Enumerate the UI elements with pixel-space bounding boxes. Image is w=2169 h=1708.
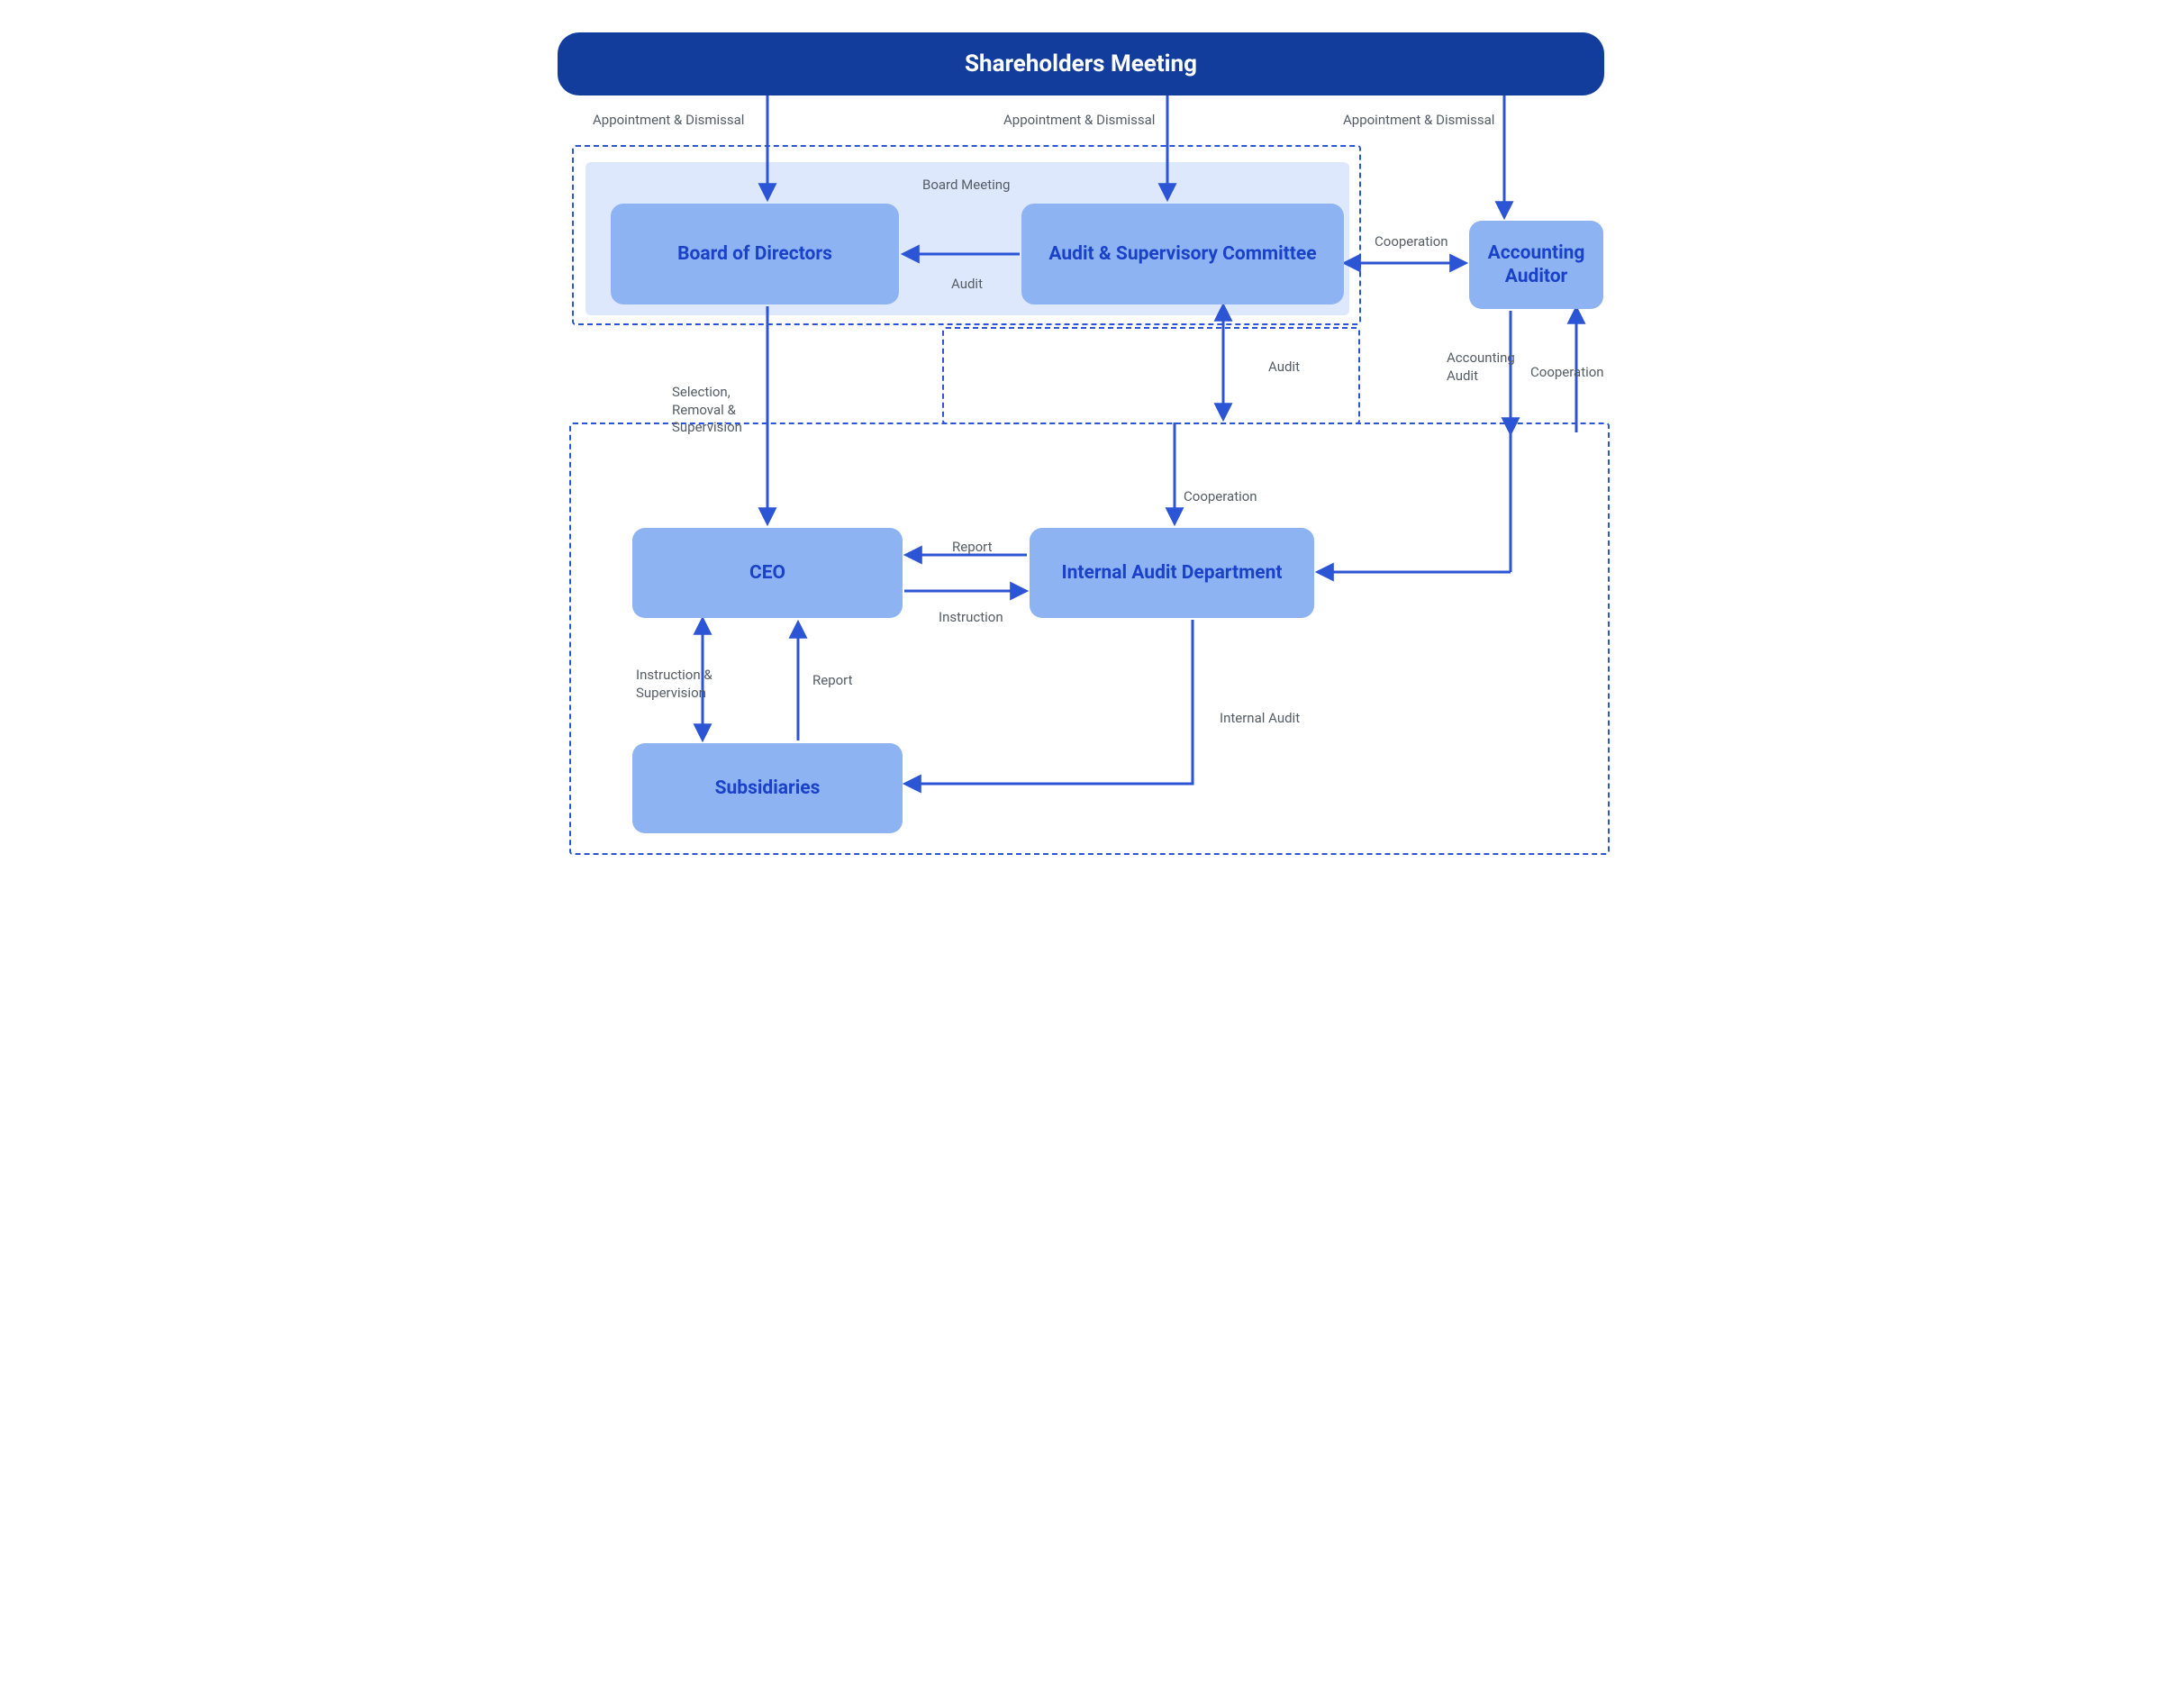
report-label-ceo: Report — [952, 539, 993, 557]
ceo-node: CEO — [632, 528, 903, 618]
internal-audit-label: Internal Audit — [1220, 710, 1300, 728]
selection-removal-label: Selection, Removal & Supervision — [672, 384, 742, 437]
audit-committee-node: Audit & Supervisory Committee — [1021, 204, 1344, 304]
cooperation-label-mid: Cooperation — [1184, 488, 1257, 506]
audit-label-horizontal: Audit — [951, 276, 983, 294]
node-label: Internal Audit Department — [1061, 561, 1282, 585]
audit-label-vertical: Audit — [1268, 359, 1300, 377]
subsidiaries-node: Subsidiaries — [632, 743, 903, 833]
cooperation-label-vertical: Cooperation — [1530, 364, 1604, 382]
board-of-directors-node: Board of Directors — [611, 204, 899, 304]
report-label-subs: Report — [812, 672, 853, 690]
instruction-label-ceo: Instruction — [939, 609, 1003, 627]
node-label: Board of Directors — [677, 242, 832, 266]
node-label: CEO — [749, 561, 785, 585]
instruction-supervision-label: Instruction & Supervision — [636, 667, 712, 702]
accounting-audit-label: Accounting Audit — [1447, 350, 1515, 385]
node-label: Subsidiaries — [715, 777, 821, 800]
node-label: Accounting Auditor — [1482, 241, 1591, 289]
appointment-label-2: Appointment & Dismissal — [1003, 112, 1155, 130]
node-label: Shareholders Meeting — [965, 50, 1197, 79]
internal-audit-node: Internal Audit Department — [1030, 528, 1314, 618]
appointment-label-3: Appointment & Dismissal — [1343, 112, 1494, 130]
board-meeting-label: Board Meeting — [922, 177, 1010, 195]
cooperation-label-accounting: Cooperation — [1375, 233, 1448, 251]
org-diagram: Shareholders Meeting Board of Directors … — [542, 18, 1627, 872]
node-label: Audit & Supervisory Committee — [1048, 242, 1316, 266]
shareholders-meeting-node: Shareholders Meeting — [558, 32, 1604, 95]
accounting-auditor-node: Accounting Auditor — [1469, 221, 1603, 309]
appointment-label-1: Appointment & Dismissal — [593, 112, 744, 130]
